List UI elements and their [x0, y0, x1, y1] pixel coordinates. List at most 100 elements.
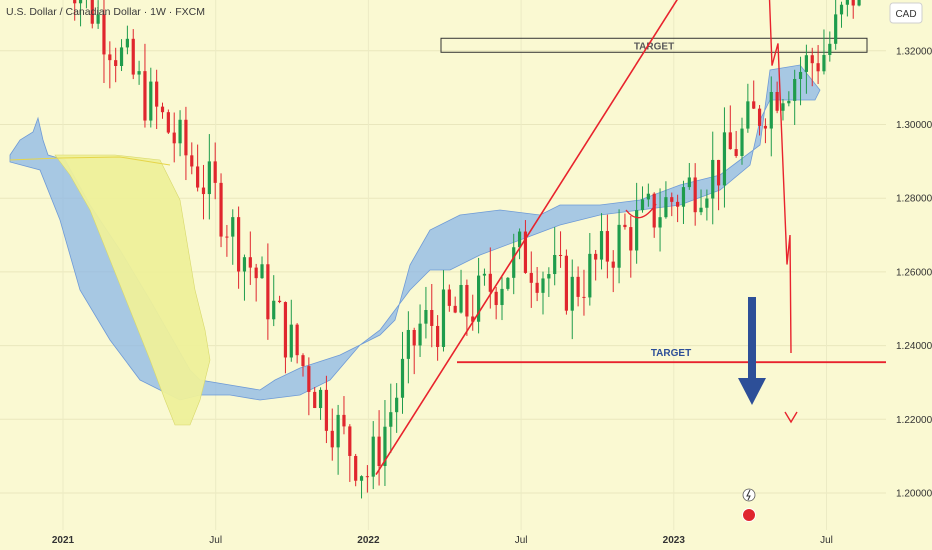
candle-body	[447, 289, 451, 306]
candle-body	[711, 159, 715, 199]
candle-body	[781, 103, 785, 111]
candle-body	[406, 329, 410, 359]
candle-body	[441, 289, 446, 347]
candle-body	[102, 14, 106, 55]
candle-body	[73, 0, 77, 4]
candle-body	[190, 155, 194, 167]
cloud-edge	[9, 156, 171, 166]
down-arrow-icon	[738, 297, 766, 405]
candle-body	[318, 389, 323, 409]
candle-body	[547, 274, 551, 279]
cloud-bearish	[54, 154, 211, 426]
x-axis: 2021Jul2022Jul2023Jul2024Jul2025Jul2026	[52, 535, 833, 546]
candle-body	[400, 358, 405, 398]
candle-body	[430, 310, 434, 326]
candle-body	[389, 412, 393, 427]
candle-body	[834, 14, 838, 44]
x-tick-label: 2023	[663, 535, 686, 546]
candle-body	[476, 275, 481, 322]
candle-body	[78, 0, 83, 4]
candle-body	[810, 55, 814, 64]
overlay: TARGET	[375, 0, 886, 522]
candle-body	[722, 132, 727, 186]
candle-body	[336, 414, 340, 448]
candle-body	[482, 273, 487, 276]
candle-body	[143, 71, 147, 121]
candle-body	[646, 193, 650, 200]
candle-body	[517, 231, 522, 248]
candle-body	[149, 81, 153, 121]
candle-body	[260, 264, 264, 279]
candle-body	[196, 166, 200, 188]
x-tick-label: Jul	[820, 535, 833, 546]
candle-body	[237, 217, 241, 272]
candle-body	[242, 257, 247, 272]
x-tick-label: Jul	[515, 535, 528, 546]
candle-body	[757, 108, 762, 126]
candle-body	[658, 217, 662, 228]
candle-body	[301, 355, 305, 367]
candle-body	[471, 316, 475, 322]
candle-body	[822, 54, 826, 72]
candle-body	[354, 455, 358, 481]
x-tick-label: 2021	[52, 535, 75, 546]
target-line-label: TARGET	[651, 348, 691, 359]
candle-body	[798, 71, 803, 79]
candle-body	[119, 47, 124, 66]
candle-body	[137, 71, 141, 75]
candle-body	[523, 231, 528, 273]
candle-body	[295, 324, 299, 356]
candle-body	[564, 255, 569, 311]
candle-body	[746, 101, 750, 129]
y-tick-label: 1.30000	[896, 120, 932, 131]
candle-body	[371, 436, 375, 477]
candle-body	[693, 177, 697, 213]
y-tick-label: 1.28000	[896, 194, 932, 205]
candle-body	[365, 476, 369, 478]
candle-body	[529, 272, 533, 283]
candle-body	[716, 159, 721, 186]
y-tick-label: 1.20000	[896, 489, 932, 500]
candle-body	[763, 125, 768, 129]
lightning-glyph	[746, 489, 751, 501]
candle-body	[857, 0, 861, 6]
candle-body	[248, 257, 252, 268]
candle-body	[576, 276, 580, 297]
candle-body	[506, 277, 510, 289]
candle-body	[500, 288, 504, 306]
candle-body	[201, 187, 206, 195]
x-tick-label: Jul	[209, 535, 222, 546]
candle-body	[828, 43, 832, 55]
ichimoku-cloud	[9, 64, 821, 426]
candle-body	[184, 119, 188, 156]
y-tick-label: 1.24000	[896, 341, 932, 352]
candle-body	[816, 63, 820, 72]
projection-zigzag	[768, 0, 792, 353]
candle-body	[670, 197, 674, 202]
candle-body	[687, 177, 691, 188]
support-arc	[625, 203, 657, 219]
candle-body	[459, 284, 463, 313]
candle-body	[348, 426, 352, 456]
candle-body	[617, 224, 621, 268]
candle-body	[623, 224, 627, 228]
candle-body	[160, 106, 165, 113]
candle-body	[266, 264, 270, 320]
candle-body	[752, 101, 756, 109]
candle-body	[213, 161, 217, 183]
currency-label: CAD	[895, 9, 916, 20]
candle-body	[219, 182, 223, 237]
candle-body	[178, 119, 182, 144]
candle-body	[851, 0, 855, 6]
candle-body	[588, 253, 592, 298]
candle-body	[728, 132, 732, 150]
candle-body	[681, 187, 686, 207]
candle-body	[166, 112, 170, 133]
y-tick-label: 1.22000	[896, 415, 932, 426]
candle-body	[172, 132, 176, 144]
candle-body	[804, 55, 808, 72]
candle-body	[705, 198, 709, 208]
candle-body	[330, 430, 334, 448]
currency-label-box	[889, 2, 923, 24]
